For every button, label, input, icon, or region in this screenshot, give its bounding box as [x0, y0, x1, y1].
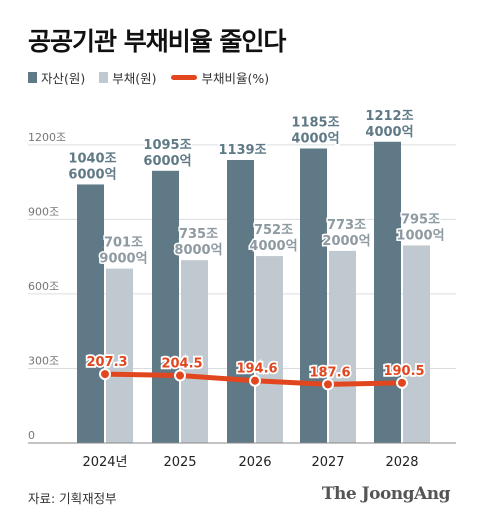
- data-label-assets: 4000억: [291, 131, 339, 146]
- data-label-debt: 8000억: [174, 243, 222, 258]
- ratio-label: 194.6: [236, 362, 277, 377]
- legend-label-assets: 자산(원): [41, 71, 86, 86]
- legend: 자산(원) 부채(원) 부채비율(%): [28, 68, 283, 87]
- legend-label-ratio: 부채비율(%): [201, 71, 270, 86]
- ratio-point: [396, 376, 408, 389]
- chart-title: 공공기관 부채비율 줄인다: [28, 27, 286, 56]
- data-label-assets: 1040조: [68, 151, 116, 166]
- legend-item-ratio: 부채비율(%): [170, 68, 270, 87]
- x-tick-label: 2027: [311, 455, 344, 470]
- legend-item-debt: 부채(원): [99, 68, 157, 87]
- data-label-assets: 6000억: [68, 167, 116, 182]
- legend-swatch-assets: [28, 72, 37, 83]
- data-label-debt: 9000억: [99, 252, 147, 267]
- ratio-point: [322, 378, 334, 391]
- ratio-label: 190.5: [383, 364, 424, 379]
- bar-debt: [106, 268, 133, 443]
- ratio-point: [99, 368, 111, 381]
- data-label-debt: 4000억: [249, 239, 297, 254]
- y-tick-label: 300조: [28, 354, 59, 367]
- bar-debt: [256, 256, 283, 443]
- ratio-label: 204.5: [161, 357, 202, 372]
- y-tick-label: 0: [28, 429, 35, 442]
- bar-assets: [77, 184, 104, 443]
- source-note: 자료: 기획재정부: [28, 491, 117, 506]
- ratio-label: 207.3: [86, 355, 127, 370]
- legend-swatch-ratio: [170, 75, 197, 80]
- ratio-point: [174, 369, 186, 382]
- data-label-debt: 773조: [327, 218, 366, 233]
- x-tick-label: 2028: [385, 455, 418, 470]
- bar-assets: [374, 141, 401, 443]
- y-tick-label: 600조: [28, 280, 59, 293]
- ratio-point: [249, 374, 261, 387]
- data-label-assets: 6000억: [143, 154, 191, 169]
- legend-label-debt: 부채(원): [112, 71, 157, 86]
- legend-item-assets: 자산(원): [28, 68, 85, 87]
- data-label-debt: 752조: [254, 223, 293, 238]
- bar-assets: [300, 148, 327, 443]
- bar-debt: [181, 260, 208, 443]
- data-label-assets: 1212조: [365, 109, 413, 124]
- y-tick-label: 900조: [28, 205, 59, 218]
- data-label-debt: 2000억: [322, 234, 370, 249]
- legend-swatch-debt: [99, 72, 109, 83]
- chart-plot: 0300조600조900조1200조1040조6000억701조9000억202…: [28, 107, 456, 470]
- data-label-assets: 1139조: [218, 143, 266, 158]
- data-label-debt: 795조: [401, 212, 440, 227]
- bar-debt: [329, 250, 356, 443]
- bar-debt: [403, 245, 430, 443]
- bar-assets: [152, 170, 179, 444]
- data-label-debt: 701조: [104, 236, 143, 251]
- ratio-label: 187.6: [309, 365, 350, 380]
- x-tick-label: 2025: [163, 455, 196, 470]
- data-label-assets: 1185조: [291, 115, 339, 130]
- brand-logo: The JoongAng: [321, 484, 451, 504]
- data-label-debt: 735조: [179, 227, 218, 242]
- x-tick-label: 2024년: [82, 455, 127, 470]
- data-label-assets: 1095조: [143, 138, 191, 153]
- x-tick-label: 2026: [238, 455, 271, 470]
- data-label-debt: 1000억: [396, 228, 444, 243]
- bar-assets: [227, 160, 254, 443]
- data-label-assets: 4000억: [365, 125, 413, 140]
- y-tick-label: 1200조: [28, 131, 66, 144]
